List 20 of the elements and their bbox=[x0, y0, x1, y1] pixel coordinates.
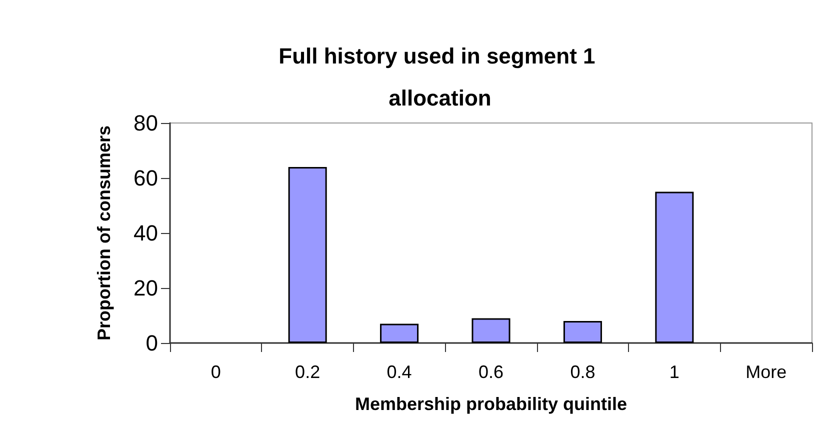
bar bbox=[380, 324, 419, 343]
chart-title: Full history used in segment 1 allocation bbox=[278, 44, 602, 110]
x-tick-label: 0 bbox=[210, 362, 221, 382]
y-tick-label: 20 bbox=[134, 276, 158, 300]
x-tick-label: 0.4 bbox=[386, 362, 412, 382]
y-tick-label: 40 bbox=[134, 220, 158, 246]
x-tick-label: 1 bbox=[669, 362, 680, 382]
x-tick-label: More bbox=[746, 362, 787, 382]
y-axis-title: Proportion of consumers bbox=[94, 125, 114, 341]
bar bbox=[288, 167, 327, 343]
bar bbox=[655, 192, 694, 343]
x-tick-label: 0.6 bbox=[478, 362, 504, 382]
x-axis-title: Membership probability quintile bbox=[354, 394, 628, 414]
x-tick-label: 0.8 bbox=[570, 362, 596, 382]
bar bbox=[472, 318, 510, 343]
bar bbox=[563, 321, 602, 343]
y-tick-label: 80 bbox=[134, 110, 158, 136]
y-tick-label: 0 bbox=[146, 330, 158, 356]
y-tick-label: 60 bbox=[134, 166, 158, 190]
x-tick-label: 0.2 bbox=[295, 362, 320, 382]
